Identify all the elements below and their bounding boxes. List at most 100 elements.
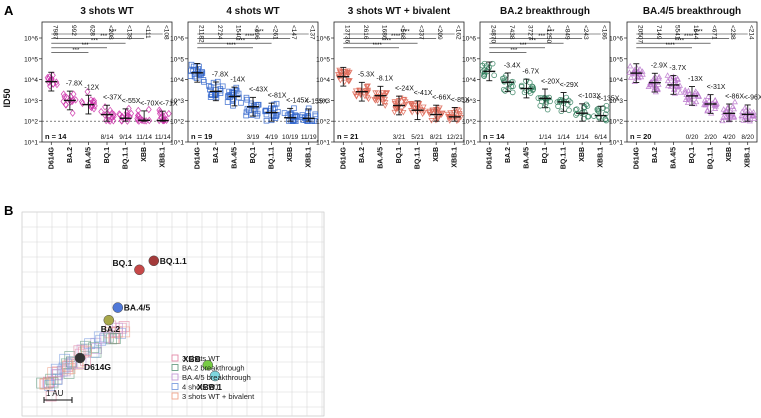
y-tick-label: 10^2 bbox=[609, 119, 623, 126]
data-point bbox=[381, 96, 389, 103]
data-point bbox=[730, 113, 738, 119]
y-tick-label: 10^3 bbox=[170, 98, 184, 105]
data-point bbox=[749, 112, 756, 119]
legend-swatch bbox=[171, 354, 179, 362]
data-point bbox=[401, 97, 408, 103]
data-point bbox=[444, 111, 451, 118]
sample-size-label: n = 20 bbox=[630, 132, 651, 141]
data-point bbox=[101, 111, 108, 119]
data-point bbox=[356, 88, 363, 94]
data-point bbox=[719, 117, 726, 124]
data-point bbox=[281, 110, 288, 116]
chart-panel-1: 3 shots WT 10^1 10^2 10^3 10^4 10^5 10^6 7987 D6… bbox=[24, 6, 178, 169]
below-lod-count: 8/14 bbox=[101, 134, 114, 141]
serum-square bbox=[88, 346, 100, 358]
data-point bbox=[721, 109, 728, 115]
serum-square bbox=[93, 331, 105, 343]
gmt-label: <108 bbox=[163, 25, 170, 40]
data-point bbox=[572, 107, 579, 113]
y-tick-label: 10^4 bbox=[316, 77, 330, 84]
serum-square bbox=[104, 327, 116, 339]
gmt-label: 628 bbox=[88, 25, 95, 36]
data-point bbox=[402, 101, 409, 108]
data-point bbox=[78, 97, 85, 106]
fold-change-label: <-66X bbox=[432, 95, 451, 102]
panel-title: BA.4/5 breakthrough bbox=[643, 6, 741, 17]
serum-square bbox=[51, 366, 63, 378]
gmt-label: <209 bbox=[436, 25, 443, 40]
below-lod-count: 1/14 bbox=[539, 134, 552, 141]
y-tick-label: 10^1 bbox=[24, 140, 38, 147]
data-point bbox=[238, 100, 244, 106]
data-point bbox=[648, 78, 655, 85]
data-point bbox=[263, 108, 269, 114]
data-point bbox=[701, 97, 708, 103]
data-point bbox=[677, 89, 684, 95]
data-point bbox=[146, 116, 153, 125]
data-point bbox=[636, 66, 644, 72]
gmt-label: 2616 bbox=[362, 25, 369, 40]
data-point bbox=[481, 73, 488, 79]
data-point bbox=[337, 77, 344, 84]
category-label: XBB bbox=[287, 147, 294, 162]
sample-size-label: n = 14 bbox=[483, 132, 505, 141]
data-point bbox=[44, 73, 51, 82]
data-point bbox=[602, 111, 609, 117]
variant-dot bbox=[148, 255, 160, 267]
panel-b-antigenic-map: D614G BA.2 BA.4/5 BQ.1 BQ.1.1 XBB XBB.1 1 AU 3 s… bbox=[21, 211, 325, 417]
data-point bbox=[693, 98, 700, 105]
data-point bbox=[428, 118, 435, 124]
data-point bbox=[363, 90, 371, 96]
sample-size-label: n = 19 bbox=[191, 132, 212, 141]
data-point bbox=[382, 103, 389, 109]
data-point bbox=[712, 97, 719, 103]
below-lod-count: 0/20 bbox=[686, 134, 699, 141]
gmt-label: <568 bbox=[399, 25, 406, 40]
significance-stars: *** bbox=[82, 43, 90, 49]
category-label: BQ.1.1 bbox=[415, 147, 422, 169]
category-label: BQ.1 bbox=[104, 147, 111, 163]
variant-dot bbox=[103, 314, 115, 326]
data-point bbox=[671, 86, 678, 92]
data-point bbox=[527, 90, 534, 96]
data-point bbox=[631, 66, 638, 73]
fold-change-label: -12X bbox=[84, 85, 99, 92]
fold-change-label: <-70X bbox=[140, 100, 159, 107]
data-point bbox=[684, 99, 691, 106]
data-point bbox=[639, 71, 646, 77]
below-lod-count: 8/21 bbox=[430, 134, 443, 141]
category-label: BQ.1 bbox=[396, 147, 403, 163]
data-point bbox=[720, 114, 727, 120]
data-point bbox=[145, 105, 152, 114]
data-point bbox=[730, 105, 737, 112]
serum-square bbox=[45, 390, 57, 402]
data-point bbox=[156, 116, 163, 125]
panel-frame bbox=[333, 21, 465, 143]
category-label: XBB bbox=[433, 147, 440, 162]
data-point bbox=[230, 97, 237, 104]
data-point bbox=[341, 72, 349, 78]
y-tick-label: 10^4 bbox=[609, 77, 623, 84]
data-point bbox=[275, 108, 281, 115]
category-label: BA.2 bbox=[213, 147, 220, 163]
data-point bbox=[655, 75, 662, 81]
data-point bbox=[198, 70, 204, 77]
fold-change-label: <-96X bbox=[744, 94, 761, 101]
chart-panel-5: BA.4/5 breakthrough 10^1 10^2 10^3 10^4 10^5 1… bbox=[609, 6, 761, 169]
y-tick-label: 10^1 bbox=[316, 140, 330, 147]
category-label: D614G bbox=[340, 146, 347, 169]
below-lod-count: 5/21 bbox=[411, 134, 424, 141]
fold-change-label: <-155X bbox=[305, 98, 328, 105]
variant-label: BA.2 bbox=[101, 324, 121, 334]
gmt-label: 5541 bbox=[673, 25, 680, 40]
serum-square bbox=[58, 362, 70, 374]
data-point bbox=[481, 67, 488, 73]
data-point bbox=[410, 105, 418, 112]
significance-stars: *** bbox=[100, 34, 108, 40]
data-point bbox=[456, 112, 464, 119]
data-point bbox=[573, 106, 580, 112]
data-point bbox=[631, 69, 638, 75]
sample-size-label: n = 14 bbox=[45, 132, 67, 141]
y-tick-label: 10^2 bbox=[24, 119, 38, 126]
data-point bbox=[206, 83, 212, 89]
